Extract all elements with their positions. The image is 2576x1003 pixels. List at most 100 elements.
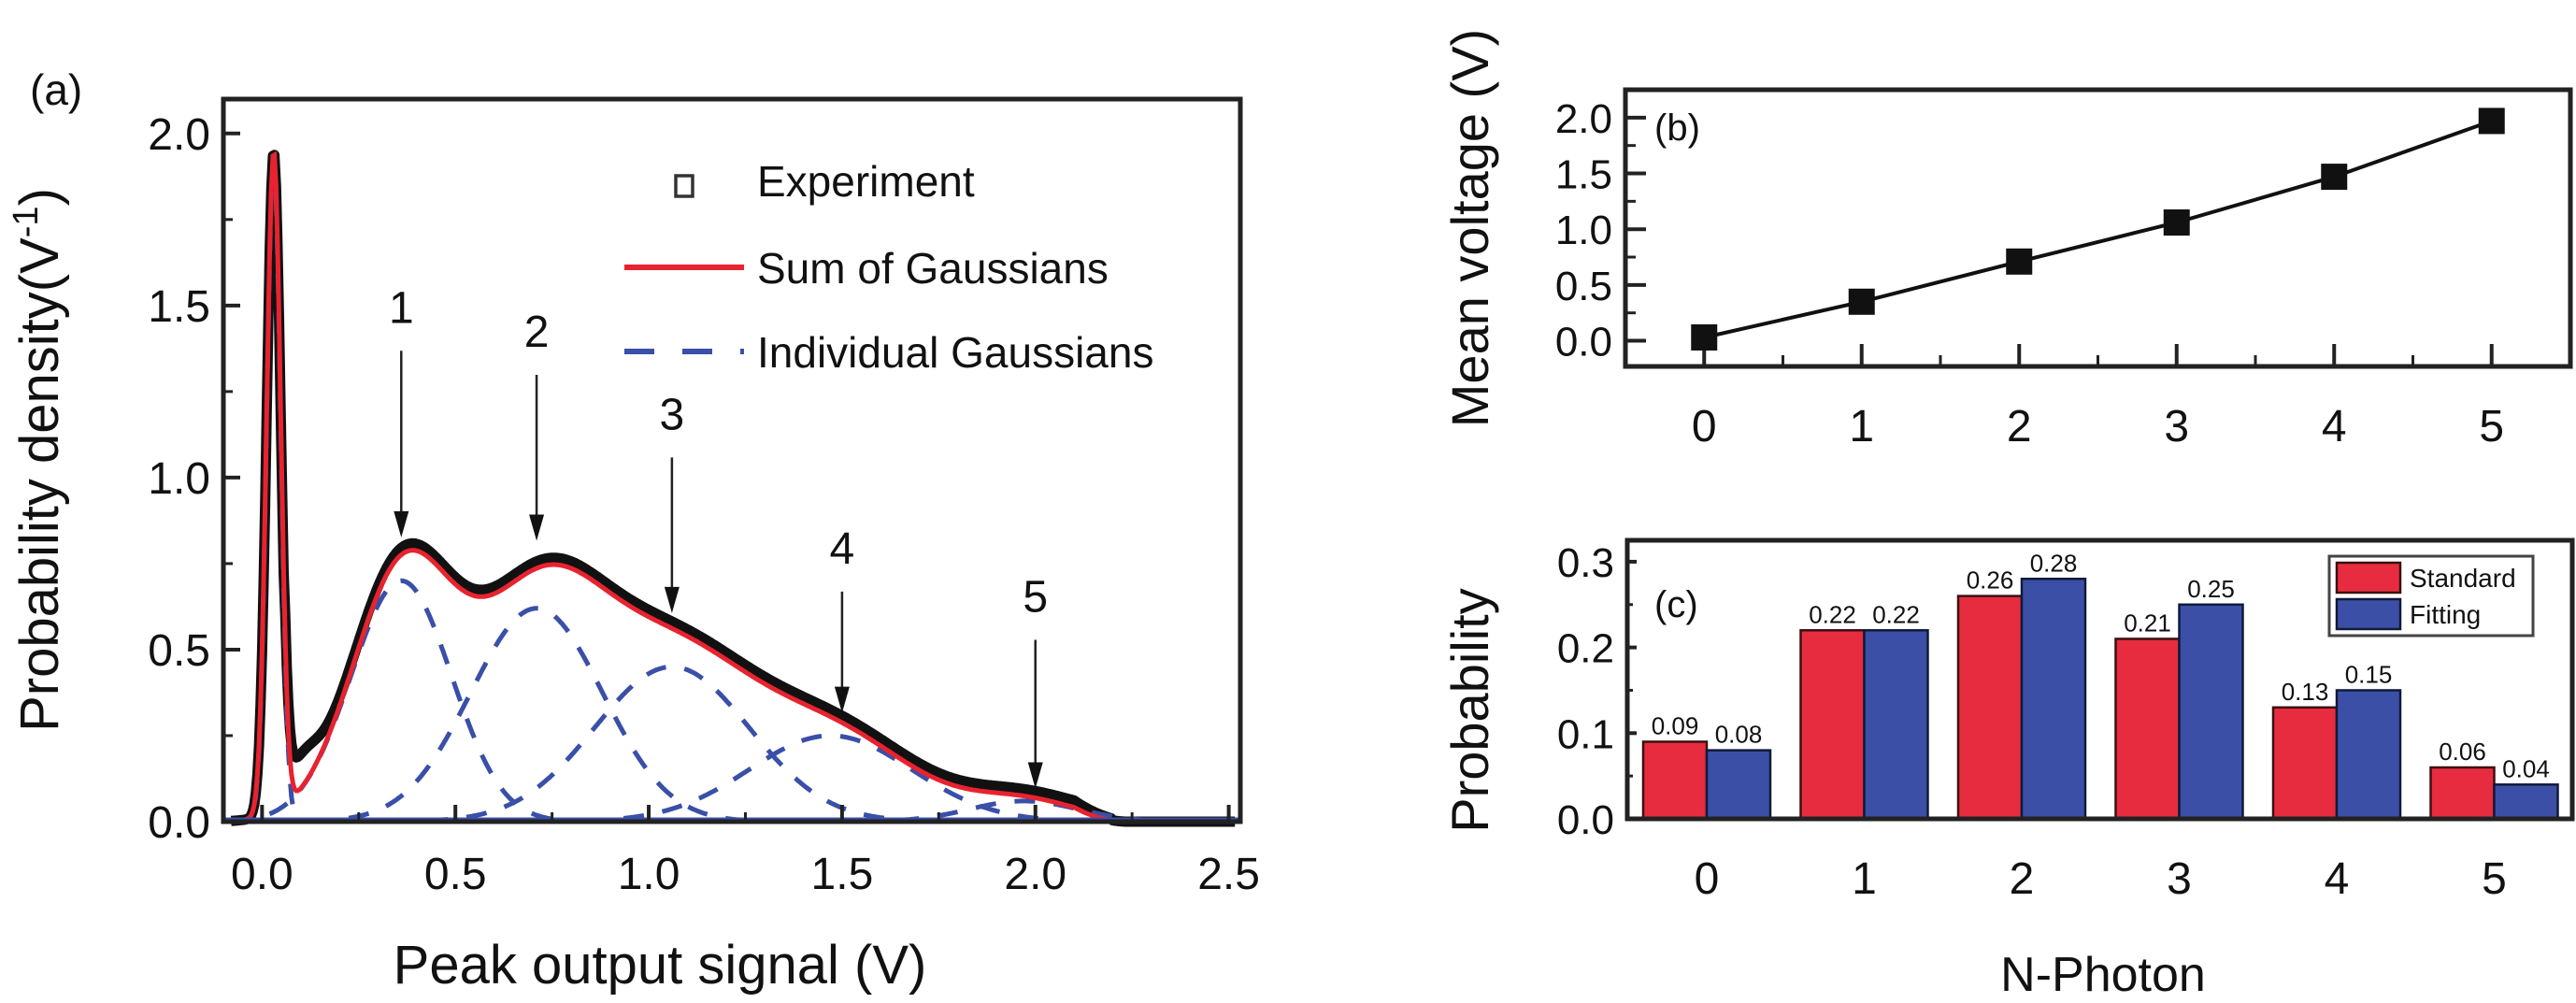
legend-label-standard: Standard [2410, 564, 2516, 593]
bar-value-label: 0.22 [1872, 600, 1920, 628]
y-tick-label: 2.0 [148, 110, 210, 160]
arrow-head-icon [394, 510, 409, 537]
x-tick-label: 0.0 [231, 850, 293, 899]
y-tick-label: 0.5 [148, 626, 210, 676]
peak-number-label: 2 [524, 308, 550, 357]
y-label-superscript: -1 [7, 206, 46, 237]
bar-value-label: 0.26 [1967, 566, 2014, 595]
bar-fitting [2493, 783, 2559, 821]
panel-c-frame [1624, 537, 2575, 822]
panel-c-legend: Standard Fitting [2327, 554, 2535, 638]
panel-c-y-axis: 0.0 0.1 0.2 0.3 [1557, 540, 1637, 843]
bar-standard [1956, 595, 2024, 821]
legend-item-experiment: Experiment [674, 157, 975, 206]
x-tick-label: 0 [1692, 402, 1717, 451]
arrow-head-icon [1027, 762, 1043, 789]
panel-b-chart: 0 1 2 3 4 5 0.0 0.5 1.0 1.5 2.0 (b) Mean voltage … [1440, 29, 2573, 451]
bar-value-label: 0.28 [2030, 549, 2078, 577]
panel-a-frame [221, 96, 1243, 824]
panel-b-y-axis: 0.0 0.5 1.0 1.5 2.0 [1555, 96, 1646, 365]
bar-value-label: 0.13 [2282, 678, 2329, 706]
bar-value-label: 0.06 [2439, 738, 2486, 766]
legend-item-individual-gaussians: Individual Gaussians [624, 328, 1153, 377]
x-tick-label: 0.5 [424, 850, 487, 899]
open-square-marker-icon [674, 174, 694, 198]
y-tick-label: 0.3 [1557, 540, 1614, 586]
legend-item-sum-of-gaussians: Sum of Gaussians [624, 244, 1109, 293]
bar-fitting [2335, 689, 2402, 821]
legend-label-individual: Individual Gaussians [757, 328, 1153, 377]
bar-value-label: 0.09 [1652, 711, 1699, 739]
data-point-square [2006, 248, 2033, 275]
panel-b-series [1691, 107, 2505, 351]
y-tick-label: 2.0 [1555, 96, 1612, 142]
x-tick-label: 5 [2479, 402, 2504, 451]
peak-number-label: 1 [389, 283, 414, 333]
legend-swatch-standard [2335, 561, 2402, 595]
bar-value-label: 0.04 [2502, 754, 2550, 782]
panel-b-y-axis-label: Mean voltage (V) [1440, 29, 1499, 427]
bar-value-label: 0.22 [1809, 600, 1856, 628]
peak-number-label: 5 [1023, 572, 1048, 622]
bar-standard [1641, 740, 1709, 821]
panel-a-y-axis-label: Probability density(V-1) [7, 188, 70, 732]
bar-standard [2114, 638, 2181, 821]
panel-a-y-axis: 0.0 0.5 1.0 1.5 2.0 [148, 110, 240, 848]
panel-c-x-axis: 0 1 2 3 4 5 [1695, 854, 2507, 904]
panel-c-chart: 0.090.220.260.210.130.060.080.220.280.25… [1440, 537, 2575, 1002]
x-tick-label: 2 [2010, 854, 2035, 904]
bar-standard [2429, 766, 2496, 821]
data-point-square [1848, 288, 1875, 315]
arrow-head-icon [834, 686, 850, 713]
bar-value-label: 0.25 [2187, 575, 2235, 603]
experiment-curve [227, 150, 1239, 827]
legend-label-sum: Sum of Gaussians [757, 244, 1109, 293]
bar-standard [2271, 706, 2339, 821]
y-label-text: Probability density(V [9, 237, 70, 732]
x-tick-label: 3 [2167, 854, 2192, 904]
y-tick-label: 1.5 [1555, 152, 1612, 198]
legend-label-experiment: Experiment [757, 157, 975, 206]
x-tick-label: 4 [2325, 854, 2350, 904]
x-tick-label: 1 [1849, 402, 1874, 451]
bar-fitting [2178, 603, 2244, 821]
x-tick-label: 2.5 [1197, 850, 1260, 899]
individual-gaussian-curve [231, 664, 1236, 824]
y-tick-label: 0.0 [1555, 320, 1612, 365]
y-tick-label: 0.1 [1557, 711, 1614, 757]
legend-label-fitting: Fitting [2410, 600, 2481, 629]
data-point-square [1691, 323, 1718, 351]
sum-of-gaussians-curve [231, 150, 1236, 824]
panel-a-label: (a) [30, 65, 82, 114]
y-tick-label: 0.0 [1557, 797, 1614, 843]
x-tick-label: 3 [2164, 402, 2189, 451]
data-point-square [2478, 107, 2505, 135]
x-tick-label: 1.0 [618, 850, 680, 899]
bar-value-label: 0.21 [2124, 609, 2171, 637]
x-tick-label: 1 [1852, 854, 1877, 904]
panel-b-label: (b) [1654, 107, 1700, 149]
peak-number-label: 3 [660, 390, 685, 439]
x-tick-label: 4 [2322, 402, 2347, 451]
bar-standard [1799, 629, 1866, 821]
x-tick-label: 5 [2482, 854, 2507, 904]
individual-gaussian-curve [231, 578, 1236, 824]
y-tick-label: 0.0 [148, 798, 210, 848]
panel-a-peak-annotations: 1 2 3 4 5 [389, 283, 1048, 789]
panel-c-bars: 0.09 0.22 0.26 0.21 0.13 0.06 0.08 0.22 0.28 0.25… [1641, 549, 2559, 821]
y-tick-label: 0.2 [1557, 626, 1614, 672]
x-tick-label: 2 [2007, 402, 2032, 451]
panel-c-y-axis-label: Probability [1440, 588, 1499, 832]
y-label-close: ) [9, 188, 70, 206]
bar-value-label: 0.08 [1715, 721, 1763, 749]
x-tick-label: 0 [1695, 854, 1720, 904]
x-tick-label: 1.5 [811, 850, 874, 899]
y-tick-label: 1.0 [1555, 208, 1612, 253]
y-tick-label: 0.5 [1555, 264, 1612, 309]
bar-fitting [1705, 749, 1772, 821]
panel-a-x-axis-label: Peak output signal (V) [394, 935, 927, 996]
y-tick-label: 1.5 [148, 282, 210, 332]
bar-value-label: 0.15 [2345, 660, 2393, 688]
panel-a-chart: (a) 1 2 3 4 5 0.0 0.5 1.0 1.5 2.0 2.5 0.0 0.5 1.0 1.… [7, 65, 1260, 996]
